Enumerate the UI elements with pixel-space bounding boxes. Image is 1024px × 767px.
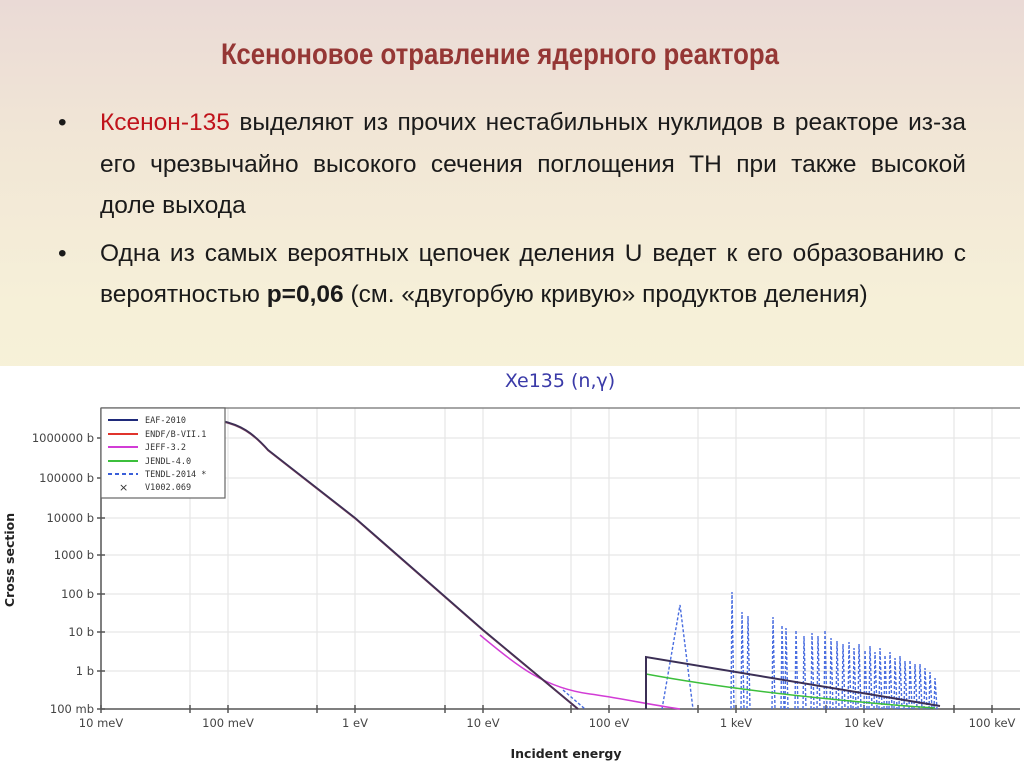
bullet-text-after: (см. «двугорбую кривую» продуктов делени…: [343, 281, 868, 308]
y-tick-label: 1000 b: [54, 548, 94, 562]
y-tick-label: 100 b: [61, 587, 94, 601]
legend-label: JEFF-3.2: [145, 443, 186, 453]
series-eaf-2010: [221, 420, 579, 710]
x-tick-label: 1 keV: [720, 716, 752, 730]
probability-value: p=0,06: [266, 281, 344, 308]
y-tick-label: 100 mb: [50, 702, 94, 716]
chart-title: Xe135 (n,γ): [505, 370, 615, 392]
legend-label: ENDF/B-VII.1: [145, 430, 206, 440]
y-tick-label: 10 b: [68, 625, 94, 639]
x-tick-label: 10 meV: [79, 716, 124, 730]
x-axis-label: Incident energy: [510, 746, 621, 761]
y-tick-label: 10000 b: [46, 511, 94, 525]
legend-label: TENDL-2014 *: [145, 470, 206, 480]
bullet-text: выделяют из прочих нестабильных нуклидов…: [100, 109, 966, 219]
x-tick-label: 1 eV: [342, 716, 368, 730]
chart-legend: × EAF-2010 ENDF/B-VII.1 JEFF-3.2 JENDL-4…: [100, 407, 226, 499]
slide-title: Ксеноновое отравление ядерного реактора: [220, 38, 780, 71]
bullet-list: • Ксенон-135 выделяют из прочих нестабил…: [58, 102, 966, 322]
cross-section-chart: Xe135 (n,γ): [0, 366, 1024, 767]
x-tick-label: 100 keV: [969, 716, 1016, 730]
bullet-marker: •: [58, 109, 67, 136]
series-eaf-2010-unresolved: [645, 655, 941, 709]
legend-label: EAF-2010: [145, 416, 186, 426]
series-tendl-2014: [562, 591, 938, 710]
bullet-item-xenon: • Ксенон-135 выделяют из прочих нестабил…: [58, 102, 966, 227]
y-axis-label: Cross section: [2, 513, 17, 607]
x-tick-label: 100 eV: [589, 716, 630, 730]
y-tick-label: 100000 b: [39, 471, 94, 485]
series-jeff-3-2: [479, 634, 681, 710]
series-endf-b-vii-1: [221, 421, 579, 710]
legend-label: JENDL-4.0: [145, 457, 191, 467]
legend-label: V1002.069: [145, 483, 191, 493]
y-tick-label: 1000000 b: [32, 431, 94, 445]
xenon-highlight: Ксенон-135: [100, 109, 230, 136]
series-jendl-4-0: [645, 673, 936, 709]
bullet-marker: •: [58, 239, 67, 267]
bullet-text-before: Одна из самых вероятных цепочек деления …: [100, 239, 966, 309]
x-tick-label: 10 keV: [844, 716, 884, 730]
x-marker-icon: ×: [119, 481, 128, 494]
x-tick-label: 100 meV: [202, 716, 254, 730]
bullet-item-fission-chain: • Одна из самых вероятных цепочек делени…: [58, 233, 966, 316]
chart-grid: [101, 408, 1020, 709]
y-tick-label: 1 b: [76, 664, 94, 678]
x-tick-label: 10 eV: [466, 716, 499, 730]
chart-axes: [97, 407, 1020, 713]
